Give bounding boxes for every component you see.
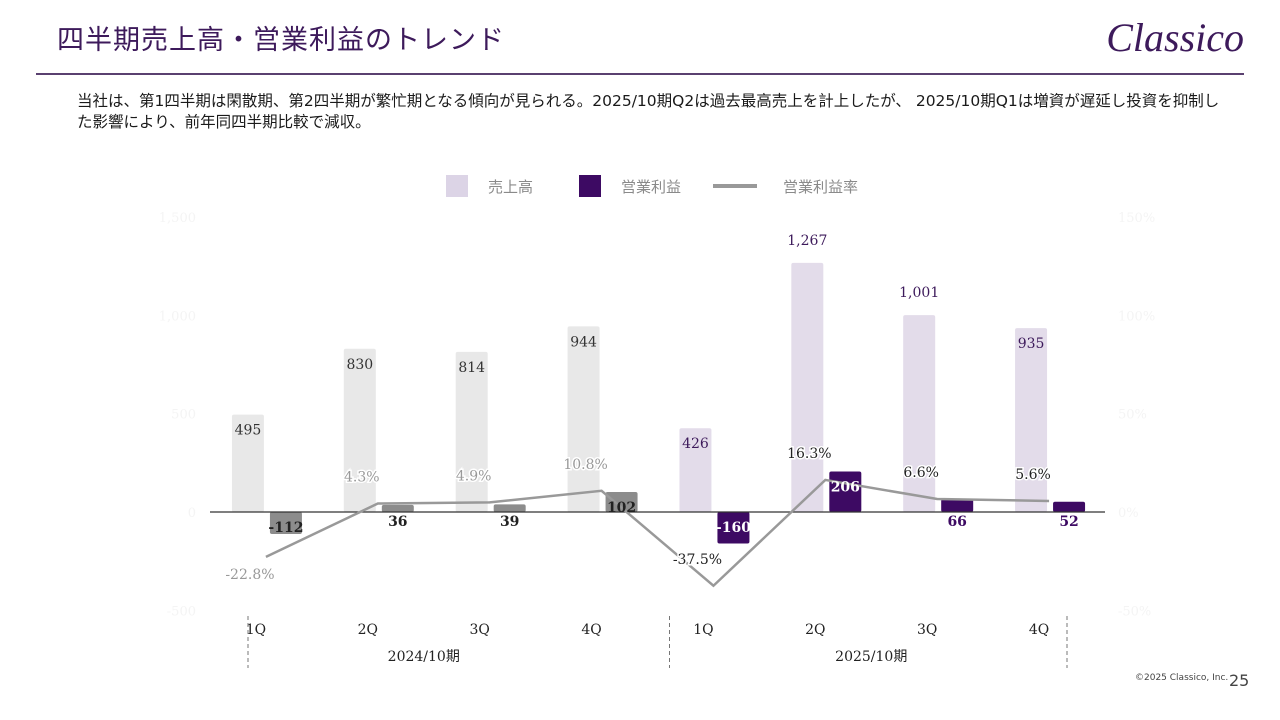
legend-label-sales: 売上高 bbox=[488, 177, 534, 196]
op-margin-data-label: 5.6% bbox=[1015, 467, 1051, 483]
op-margin-data-label: 10.8% bbox=[563, 457, 607, 473]
y-right-tick-label: 50% bbox=[1118, 408, 1147, 423]
page-title: 四半期売上高・営業利益のトレンド bbox=[57, 25, 505, 56]
legend-line-op-margin bbox=[713, 184, 758, 188]
op-margin-data-label: -37.5% bbox=[673, 552, 722, 568]
copyright: ©2025 Classico, Inc. bbox=[1135, 673, 1229, 683]
data-labels: 495 -112 830 36 814 39 944 102 426 -160 1,267 206 1,… bbox=[224, 233, 1080, 585]
op-margin-polyline bbox=[265, 478, 1050, 588]
page-number: 25 bbox=[1229, 671, 1250, 690]
y-axis-left: 1,500 1,000 500 0 -500 bbox=[159, 211, 196, 619]
x-tick-label: 2Q bbox=[805, 622, 825, 638]
sales-data-label: 495 bbox=[235, 423, 262, 439]
y-left-tick-label: 500 bbox=[171, 408, 196, 423]
legend-item-sales: 売上高 bbox=[446, 175, 533, 197]
op-income-data-label: 102 bbox=[607, 500, 636, 516]
sales-bar bbox=[791, 262, 824, 512]
op-income-bar bbox=[605, 491, 638, 512]
x-tick-label: 1Q bbox=[246, 622, 266, 638]
op-income-data-label: 206 bbox=[831, 479, 860, 495]
header-divider bbox=[36, 73, 1244, 75]
op-income-data-label: 66 bbox=[947, 514, 966, 530]
sales-data-label: 944 bbox=[570, 334, 597, 350]
x-axis: 1Q 2Q 3Q 4Q 1Q 2Q 3Q 4Q 2024/10期 2025/10期 bbox=[246, 616, 1068, 668]
sales-bar bbox=[231, 414, 264, 512]
x-group-label: 2025/10期 bbox=[835, 649, 907, 665]
x-tick-label: 4Q bbox=[581, 622, 601, 638]
x-tick-label: 3Q bbox=[469, 622, 489, 638]
op-margin-data-label: 16.3% bbox=[787, 446, 831, 462]
op-income-data-label: 36 bbox=[388, 514, 407, 530]
sales-data-label: 814 bbox=[458, 360, 485, 376]
x-tick-label: 1Q bbox=[693, 622, 713, 638]
legend-swatch-op-income bbox=[579, 175, 602, 197]
op-income-bar bbox=[269, 512, 302, 535]
y-left-tick-label: 1,000 bbox=[159, 309, 196, 324]
sales-bar bbox=[903, 315, 936, 512]
legend-item-op-margin: 営業利益率 bbox=[713, 176, 858, 197]
op-income-bar bbox=[1053, 501, 1086, 512]
y-right-tick-label: 0% bbox=[1118, 506, 1139, 521]
sales-bar bbox=[455, 351, 488, 512]
op-income-data-label: 52 bbox=[1059, 514, 1078, 530]
op-income-bars bbox=[269, 471, 1086, 544]
y-left-tick-label: -500 bbox=[167, 604, 196, 619]
legend-label-op-income: 営業利益 bbox=[621, 177, 682, 196]
op-income-bar bbox=[493, 504, 526, 512]
op-margin-data-label: 6.6% bbox=[903, 465, 939, 481]
y-axis-right: 150% 100% 50% 0% -50% bbox=[1118, 211, 1155, 619]
sales-data-label: 935 bbox=[1018, 336, 1045, 352]
op-margin-line bbox=[265, 478, 1050, 588]
y-right-tick-label: 150% bbox=[1118, 211, 1155, 226]
sales-data-label: 426 bbox=[682, 436, 709, 452]
sales-data-label: 1,267 bbox=[787, 233, 827, 249]
sales-data-label: 830 bbox=[346, 357, 373, 373]
sales-bars bbox=[231, 262, 1048, 512]
sales-bar bbox=[679, 428, 712, 512]
legend-label-op-margin: 営業利益率 bbox=[783, 177, 859, 196]
sales-bar bbox=[1015, 328, 1048, 512]
description-text: 当社は、第1四半期は閑散期、第2四半期が繁忙期となる傾向が見られる。2025/1… bbox=[77, 92, 1220, 131]
sales-data-label: 1,001 bbox=[899, 285, 939, 301]
op-margin-data-label: 4.3% bbox=[344, 470, 380, 486]
legend-item-op-income: 営業利益 bbox=[579, 175, 681, 197]
op-income-bar bbox=[381, 504, 414, 512]
x-tick-label: 3Q bbox=[917, 622, 937, 638]
chart-legend: 売上高 営業利益 営業利益率 bbox=[446, 174, 858, 198]
y-left-tick-label: 0 bbox=[188, 506, 196, 521]
y-right-tick-label: 100% bbox=[1118, 309, 1155, 324]
op-income-bar bbox=[941, 499, 974, 512]
y-right-tick-label: -50% bbox=[1118, 604, 1151, 619]
sales-bar bbox=[567, 326, 600, 512]
legend-swatch-sales bbox=[446, 175, 468, 197]
op-income-bar bbox=[717, 512, 750, 544]
x-tick-label: 4Q bbox=[1029, 622, 1049, 638]
x-group-label: 2024/10期 bbox=[388, 649, 460, 665]
y-left-tick-label: 1,500 bbox=[159, 211, 196, 226]
op-income-bar bbox=[829, 471, 862, 512]
op-margin-data-label: 4.9% bbox=[456, 468, 492, 484]
op-income-data-label: 39 bbox=[500, 514, 519, 530]
company-logo: Classico bbox=[1106, 15, 1244, 60]
op-income-data-label: -112 bbox=[268, 520, 303, 536]
op-margin-data-label: -22.8% bbox=[225, 567, 274, 583]
x-tick-label: 2Q bbox=[358, 622, 378, 638]
sales-bar bbox=[343, 348, 376, 512]
op-income-data-label: -160 bbox=[716, 520, 751, 536]
